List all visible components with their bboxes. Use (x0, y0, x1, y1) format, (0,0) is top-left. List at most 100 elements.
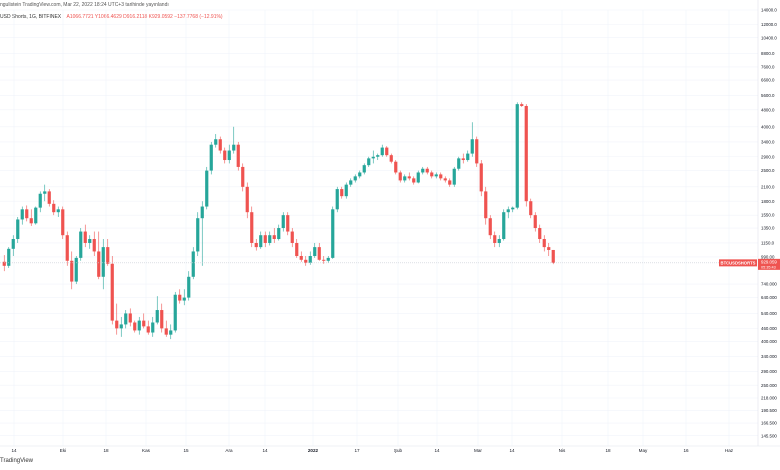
candle-body (11, 239, 15, 249)
candle (110, 255, 114, 325)
candle-body (268, 235, 272, 243)
candle-body (349, 180, 353, 185)
candle-body (398, 172, 402, 181)
candle (403, 174, 407, 183)
candle (299, 251, 303, 262)
price-tick-label: 640.000 (761, 295, 777, 300)
candle (290, 228, 294, 248)
candle-body (61, 209, 65, 236)
candle (232, 126, 236, 154)
candle-body (434, 174, 438, 177)
candle-body (430, 172, 434, 177)
candle-body (290, 231, 294, 243)
candle-body (187, 276, 191, 298)
candle-body (277, 228, 281, 240)
candle-body (218, 139, 222, 151)
candle-body (16, 219, 20, 240)
candle-body (160, 310, 164, 329)
price-tick-label: 3400.0 (761, 140, 775, 145)
candle (245, 182, 249, 219)
candle (439, 172, 443, 181)
candle-body (425, 168, 429, 173)
candle (106, 239, 110, 266)
candle (515, 102, 519, 210)
candle (520, 102, 524, 107)
candle-body (407, 176, 411, 179)
candle (416, 170, 420, 184)
candle (479, 160, 483, 197)
candle-body (92, 239, 96, 252)
candle-body (182, 297, 186, 301)
candle-body (358, 172, 362, 177)
candle (335, 186, 339, 213)
time-tick-label: 14 (434, 448, 440, 453)
candle-body (367, 158, 371, 166)
candle (187, 271, 191, 301)
symbol-name: USD Shorts, 1G, BITFINEX (0, 14, 62, 20)
candle (340, 186, 344, 199)
price-tick-label: 290.000 (761, 369, 777, 374)
candle (506, 206, 510, 219)
candle-body (466, 153, 470, 161)
symbol-tag-box (719, 259, 757, 267)
candle-body (88, 239, 92, 243)
candle (56, 206, 60, 217)
time-tick-label: 14 (11, 448, 17, 453)
candle-body (70, 260, 74, 282)
candle-body (169, 330, 173, 335)
candle (115, 303, 119, 335)
candle-body (344, 184, 348, 197)
candle (97, 231, 101, 280)
price-tick-label: 1800.0 (761, 199, 775, 204)
time-tick-label: Şub (394, 448, 403, 453)
candle (16, 216, 20, 243)
candle (281, 212, 285, 232)
candle (92, 231, 96, 256)
candle-body (178, 294, 182, 301)
candle-body (313, 247, 317, 256)
candle-body (299, 255, 303, 260)
tradingview-logo[interactable]: TradingView (0, 458, 33, 464)
candle (317, 242, 321, 261)
time-tick-label: Nis (559, 448, 566, 453)
candle-body (281, 215, 285, 229)
candle (88, 235, 92, 249)
candle-body (506, 209, 510, 213)
candle-body (115, 320, 119, 329)
candle (277, 224, 281, 241)
candle (457, 156, 461, 171)
candle-body (479, 163, 483, 192)
candle (47, 189, 51, 207)
time-tick-label: Ara (225, 448, 233, 453)
candle-body (97, 251, 101, 277)
candle (38, 191, 42, 213)
candle-body (353, 176, 357, 181)
candle (538, 224, 542, 243)
candle (227, 144, 231, 164)
candle (20, 206, 24, 225)
time-axis[interactable]: 14 Eki 18 Kas 15 Ara 14 2022 17 Şub 14 Mar 14 Nis 18 Ma… (0, 445, 780, 453)
price-axis[interactable]: 14000.0 12000.0 10400.0 8800.0 7600.0 6600.0 5… (757, 0, 777, 446)
price-tick-label: 14000.0 (761, 8, 777, 13)
candle-body (412, 178, 416, 183)
candle (551, 249, 555, 265)
candle-body (520, 104, 524, 106)
price-tag-value: 929.059 (761, 259, 777, 264)
candle-body (502, 212, 506, 240)
price-tick-label: 12000.0 (761, 22, 777, 27)
candle (484, 186, 488, 225)
candle-body (547, 247, 551, 250)
candle-body (74, 257, 78, 282)
candle-body (488, 218, 492, 236)
candle (389, 153, 393, 164)
candle-body (214, 139, 218, 145)
candle (434, 172, 438, 179)
candle (529, 198, 533, 219)
candle-body (101, 247, 105, 277)
candle-body (529, 201, 533, 216)
candle-body (110, 263, 114, 321)
candle-body (232, 144, 236, 151)
price-tick-label: 10400.0 (761, 35, 777, 40)
candle (511, 206, 515, 213)
